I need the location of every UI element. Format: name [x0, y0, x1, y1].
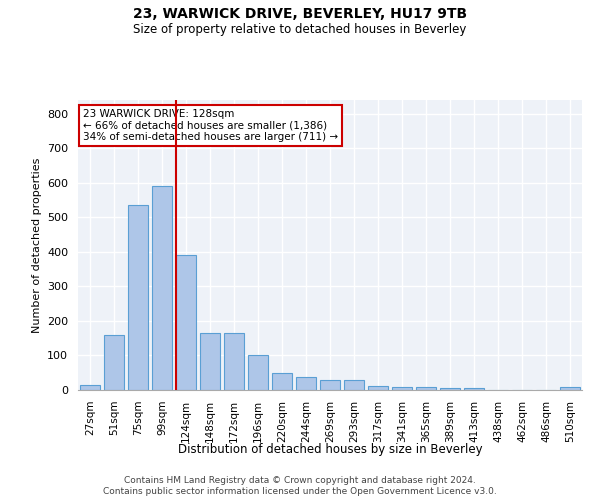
Bar: [152, 186, 172, 390]
Bar: [224, 333, 244, 390]
Bar: [128, 206, 148, 390]
Bar: [80, 385, 100, 390]
Text: Distribution of detached houses by size in Beverley: Distribution of detached houses by size …: [178, 442, 482, 456]
Bar: [344, 380, 364, 390]
Bar: [104, 335, 124, 390]
Bar: [296, 377, 316, 390]
Y-axis label: Number of detached properties: Number of detached properties: [32, 158, 41, 332]
Bar: [320, 380, 340, 390]
Bar: [248, 356, 268, 390]
Text: Contains public sector information licensed under the Open Government Licence v3: Contains public sector information licen…: [103, 488, 497, 496]
Text: 23, WARWICK DRIVE, BEVERLEY, HU17 9TB: 23, WARWICK DRIVE, BEVERLEY, HU17 9TB: [133, 8, 467, 22]
Bar: [272, 374, 292, 390]
Bar: [440, 388, 460, 390]
Text: Size of property relative to detached houses in Beverley: Size of property relative to detached ho…: [133, 22, 467, 36]
Bar: [392, 387, 412, 390]
Bar: [416, 387, 436, 390]
Text: Contains HM Land Registry data © Crown copyright and database right 2024.: Contains HM Land Registry data © Crown c…: [124, 476, 476, 485]
Text: 23 WARWICK DRIVE: 128sqm
← 66% of detached houses are smaller (1,386)
34% of sem: 23 WARWICK DRIVE: 128sqm ← 66% of detach…: [83, 108, 338, 142]
Bar: [368, 386, 388, 390]
Bar: [200, 333, 220, 390]
Bar: [464, 388, 484, 390]
Bar: [560, 387, 580, 390]
Bar: [176, 256, 196, 390]
